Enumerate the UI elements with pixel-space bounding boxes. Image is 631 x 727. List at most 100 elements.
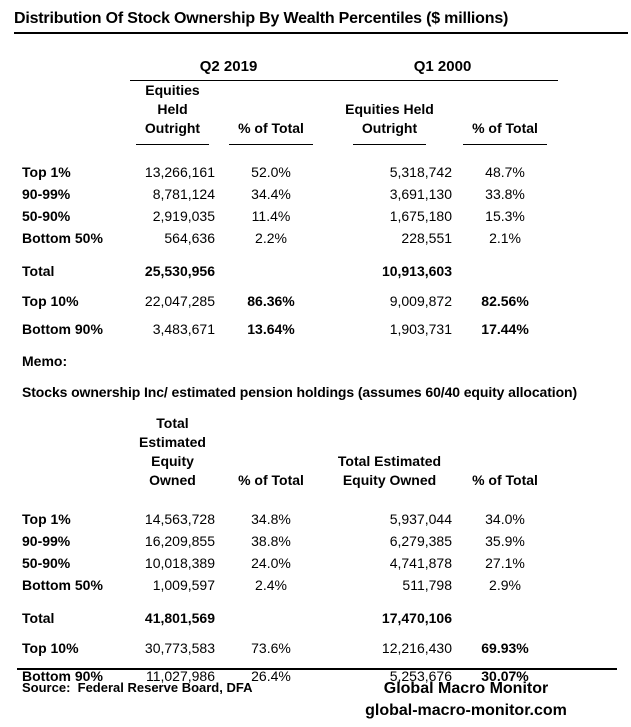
brand-name: Global Macro Monitor	[383, 680, 549, 697]
q2-equity-value: 1,009,597	[152, 576, 215, 593]
q1-equities-value: 1,903,731	[389, 320, 453, 337]
q2-pct-value: 11.4%	[251, 207, 291, 224]
footer-rule	[17, 668, 617, 670]
q1-pct-value: 30.07%	[481, 667, 529, 684]
q2-total-value: 41,801,569	[144, 609, 215, 626]
row-label: Bottom 50%	[22, 229, 103, 246]
brand-website: global-macro-monitor.com	[365, 702, 567, 719]
table-row-bottom50: Bottom 50% 564,636 2.2% 228,551 2.1%	[0, 227, 631, 249]
q2-equities-value: 8,781,124	[152, 185, 215, 202]
equities-outright-table: Q2 2019 Q1 2000 Equities Held Outright %…	[0, 46, 631, 343]
q2-equities-value: 13,266,161	[144, 163, 215, 180]
table-row-50-90: 50-90% 10,018,389 24.0% 4,741,878 27.1%	[0, 552, 631, 574]
memo-label: Memo:	[22, 352, 68, 369]
q2-equity-value: 30,773,583	[144, 639, 215, 656]
memo-section: Memo: Stocks ownership Inc/ estimated pe…	[0, 351, 631, 402]
table-row-top10: Top 10% 30,773,583 73.6% 12,216,430 69.9…	[0, 634, 631, 662]
q1-pct-value: 2.1%	[489, 229, 521, 246]
col-header-equity-line1: Total Estimated	[139, 414, 206, 450]
col-header-q1-equity-owned: Total Estimated Equity Owned	[327, 414, 452, 490]
q1-total-value: 17,470,106	[381, 609, 452, 626]
q1-equities-value: 5,318,742	[389, 163, 453, 180]
row-label: Top 1%	[22, 510, 71, 527]
q1-equity-value: 5,937,044	[389, 510, 452, 527]
pct-of-total-label: % of Total	[229, 119, 313, 145]
row-label: Total	[22, 609, 55, 626]
q1-equity-value: 6,279,385	[389, 532, 452, 549]
period-header-row: Q2 2019 Q1 2000	[0, 46, 631, 81]
q2-pct-value: 34.8%	[251, 510, 291, 527]
q2-equity-value: 11,027,986	[145, 667, 215, 684]
q1-equities-value: 228,551	[401, 229, 453, 246]
q2-total-value: 25,530,956	[144, 262, 215, 279]
q2-equities-value: 564,636	[164, 229, 215, 246]
q1-equities-value: 3,691,130	[389, 185, 453, 202]
table-row-top1: Top 1% 14,563,728 34.8% 5,937,044 34.0%	[0, 508, 631, 530]
col-header-equity-line2: Equity Owned	[149, 452, 196, 488]
table-row-bottom90: Bottom 90% 11,027,986 26.4% 5,253,676 30…	[0, 662, 631, 690]
q2-equities-value: 2,919,035	[152, 207, 215, 224]
total-estimated-equity-table: Total Estimated Equity Owned % of Total …	[0, 414, 631, 690]
row-label: Bottom 90%	[22, 667, 103, 684]
pct-of-total-label: % of Total	[463, 119, 547, 145]
col-header-equities-line2: Outright	[352, 119, 427, 145]
q1-pct-value: 34.0%	[485, 510, 525, 527]
row-label: Top 10%	[22, 292, 79, 309]
table-row-top10: Top 10% 22,047,285 86.36% 9,009,872 82.5…	[0, 287, 631, 315]
title-rule	[14, 32, 628, 34]
row-label: Top 1%	[22, 163, 71, 180]
row-label: 90-99%	[22, 185, 71, 202]
page-title: Distribution Of Stock Ownership By Wealt…	[14, 10, 509, 27]
q2-equity-value: 14,563,728	[144, 510, 215, 527]
table-row-bottom90: Bottom 90% 3,483,671 13.64% 1,903,731 17…	[0, 315, 631, 343]
period-header-q2-2019: Q2 2019	[130, 46, 328, 81]
table-row-90-99: 90-99% 8,781,124 34.4% 3,691,130 33.8%	[0, 183, 631, 205]
col-header-q2-pct: % of Total	[215, 80, 327, 145]
table-row-90-99: 90-99% 16,209,855 38.8% 6,279,385 35.9%	[0, 530, 631, 552]
col-header-q2-equity-owned: Total Estimated Equity Owned	[130, 414, 215, 490]
row-label: Top 10%	[22, 639, 79, 656]
q2-pct-value: 2.2%	[255, 229, 287, 246]
col-header-q1-pct: % of Total	[452, 414, 558, 490]
q2-pct-value: 86.36%	[247, 292, 295, 309]
q1-equity-value: 511,798	[402, 576, 452, 593]
col-header-equities-line1: Equities Held	[345, 100, 434, 117]
q1-equity-value: 12,216,430	[381, 639, 452, 656]
q1-pct-value: 33.8%	[485, 185, 525, 202]
q1-pct-value: 2.9%	[489, 576, 521, 593]
q2-pct-value: 34.4%	[251, 185, 291, 202]
q1-total-value: 10,913,603	[381, 262, 453, 279]
column-header-row: Total Estimated Equity Owned % of Total …	[0, 414, 631, 490]
col-header-equities-line2: Outright	[135, 119, 210, 145]
q1-pct-value: 17.44%	[481, 320, 529, 337]
q2-pct-value: 52.0%	[251, 163, 291, 180]
row-label: 50-90%	[22, 554, 71, 571]
col-header-q1-pct: % of Total	[452, 80, 558, 145]
row-label: 90-99%	[22, 532, 71, 549]
table-row-total: Total 25,530,956 10,913,603	[0, 259, 631, 283]
q1-pct-value: 48.7%	[485, 163, 525, 180]
q2-pct-value: 13.64%	[247, 320, 295, 337]
q2-pct-value: 26.4%	[251, 667, 291, 684]
q2-pct-value: 73.6%	[251, 639, 291, 656]
table-row-50-90: 50-90% 2,919,035 11.4% 1,675,180 15.3%	[0, 205, 631, 227]
q2-equities-value: 22,047,285	[144, 292, 215, 309]
q1-pct-value: 15.3%	[485, 207, 525, 224]
pct-of-total-label: % of Total	[238, 471, 304, 488]
col-header-equity-line2: Equity Owned	[342, 471, 437, 488]
column-header-row: Equities Held Outright % of Total Equiti…	[0, 80, 631, 145]
col-header-equities-line1: Equities Held	[145, 81, 200, 117]
q2-pct-value: 2.4%	[255, 576, 287, 593]
table-row-bottom50: Bottom 50% 1,009,597 2.4% 511,798 2.9%	[0, 574, 631, 596]
col-header-q1-equities: Equities Held Outright	[327, 80, 452, 145]
footer: Source: Federal Reserve Board, DFA Globa…	[0, 668, 631, 723]
q2-equity-value: 10,018,389	[144, 554, 215, 571]
row-label: Bottom 90%	[22, 320, 103, 337]
col-header-q2-equities: Equities Held Outright	[130, 80, 215, 145]
memo-note: Stocks ownership Inc/ estimated pension …	[22, 383, 578, 400]
row-label: Bottom 50%	[22, 576, 103, 593]
row-label: 50-90%	[22, 207, 71, 224]
q1-equity-value: 4,741,878	[389, 554, 452, 571]
row-label: Total	[22, 262, 55, 279]
